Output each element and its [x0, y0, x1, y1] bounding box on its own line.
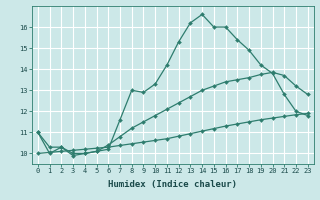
- X-axis label: Humidex (Indice chaleur): Humidex (Indice chaleur): [108, 180, 237, 189]
